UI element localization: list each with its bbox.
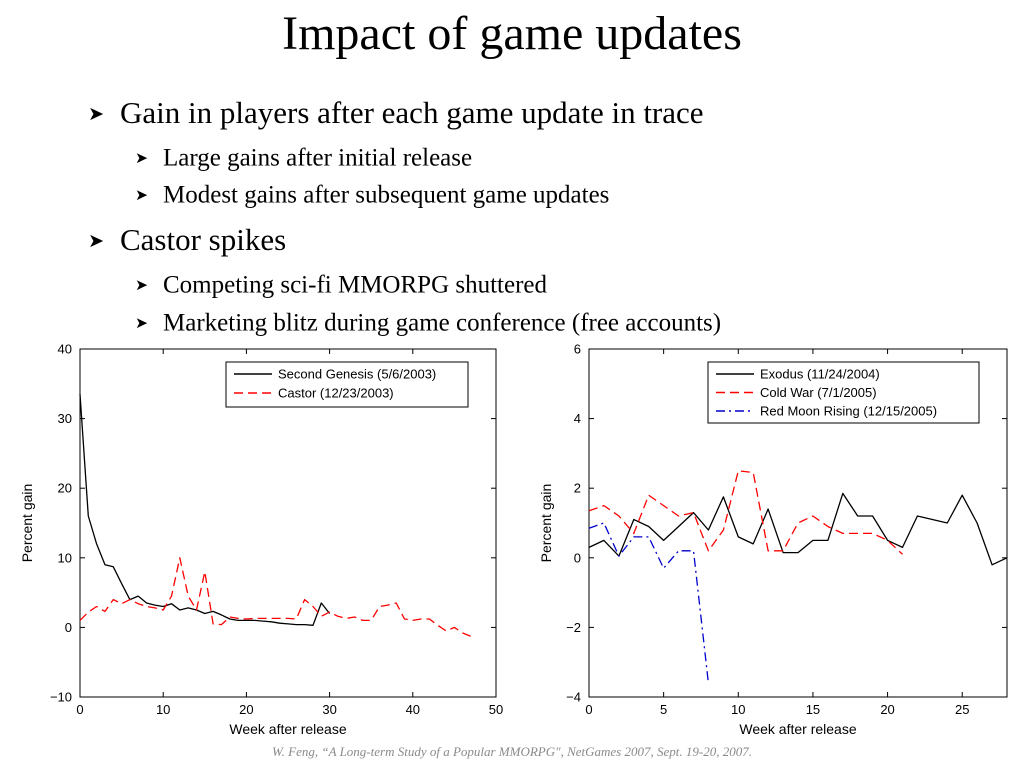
bullet-text: Large gains after initial release [163, 144, 473, 172]
y-axis-label: Percent gain [538, 484, 554, 563]
bullet-text: Gain in players after each game update i… [120, 95, 704, 130]
legend-box [225, 361, 469, 408]
bullet-text: Modest gains after subsequent game updat… [163, 181, 610, 209]
y-axis-label: Percent gain [19, 484, 35, 563]
y-tick-label: −2 [566, 620, 581, 635]
x-tick-label: 10 [731, 702, 745, 717]
series-line-1 [79, 394, 331, 626]
bullet-gain-in-players: ➤ Gain in players after each game update … [88, 95, 704, 132]
x-tick-label: 20 [880, 702, 894, 717]
sub-bullet-large-gains: ➤ Large gains after initial release [135, 143, 472, 173]
y-tick-label: 10 [58, 550, 72, 565]
y-tick-label: 30 [58, 411, 72, 426]
x-tick-label: 0 [585, 702, 592, 717]
bullet-arrow-icon: ➤ [135, 314, 148, 332]
sub-bullet-modest-gains: ➤ Modest gains after subsequent game upda… [135, 180, 609, 210]
series-line-3 [588, 522, 710, 684]
legend-entry: Red Moon Rising (12/15/2005) [760, 404, 937, 419]
y-tick-label: 2 [574, 481, 581, 496]
x-tick-label: 5 [660, 702, 667, 717]
y-tick-label: −10 [50, 690, 72, 705]
y-tick-label: −4 [566, 690, 581, 705]
x-tick-label: 50 [489, 702, 503, 717]
bullet-arrow-icon: ➤ [135, 186, 148, 204]
x-tick-label: 20 [239, 702, 253, 717]
legend-entry: Cold War (7/1/2005) [760, 385, 877, 400]
x-axis-label: Week after release [739, 721, 856, 737]
y-tick-label: 20 [58, 481, 72, 496]
plot-frame [79, 348, 497, 698]
x-tick-label: 25 [955, 702, 969, 717]
slide-title: Impact of game updates [282, 7, 742, 60]
y-tick-label: 40 [58, 342, 72, 357]
bullet-text: Marketing blitz during game conference (… [163, 309, 722, 337]
bullet-arrow-icon: ➤ [88, 229, 105, 253]
legend-entry: Castor (12/23/2003) [278, 386, 394, 401]
bullet-text: Competing sci-fi MMORPG shuttered [163, 271, 548, 299]
series-line-2 [79, 557, 472, 638]
y-tick-label: 0 [574, 550, 581, 565]
y-tick-label: 0 [65, 620, 72, 635]
series-line-2 [588, 470, 903, 555]
y-tick-label: 4 [574, 411, 581, 426]
sub-bullet-marketing-blitz: ➤ Marketing blitz during game conference … [135, 308, 721, 338]
x-tick-label: 30 [322, 702, 336, 717]
x-tick-label: 0 [76, 702, 83, 717]
legend-entry: Exodus (11/24/2004) [760, 367, 880, 382]
legend-box [707, 361, 980, 424]
x-axis-label: Week after release [229, 721, 346, 737]
bullet-arrow-icon: ➤ [135, 276, 148, 294]
x-tick-label: 15 [806, 702, 820, 717]
series-line-1 [588, 492, 1008, 566]
legend-entry: Second Genesis (5/6/2003) [278, 367, 436, 382]
plot-frame [588, 348, 1008, 698]
bullet-arrow-icon: ➤ [135, 149, 148, 167]
y-tick-label: 6 [574, 342, 581, 357]
x-tick-label: 40 [406, 702, 420, 717]
x-tick-label: 10 [156, 702, 170, 717]
bullet-text: Castor spikes [120, 222, 287, 257]
citation: W. Feng, “A Long-term Study of a Popular… [272, 744, 752, 759]
sub-bullet-competing-mmorpg: ➤ Competing sci-fi MMORPG shuttered [135, 270, 547, 300]
bullet-arrow-icon: ➤ [88, 102, 105, 126]
bullet-castor-spikes: ➤ Castor spikes [88, 222, 286, 259]
